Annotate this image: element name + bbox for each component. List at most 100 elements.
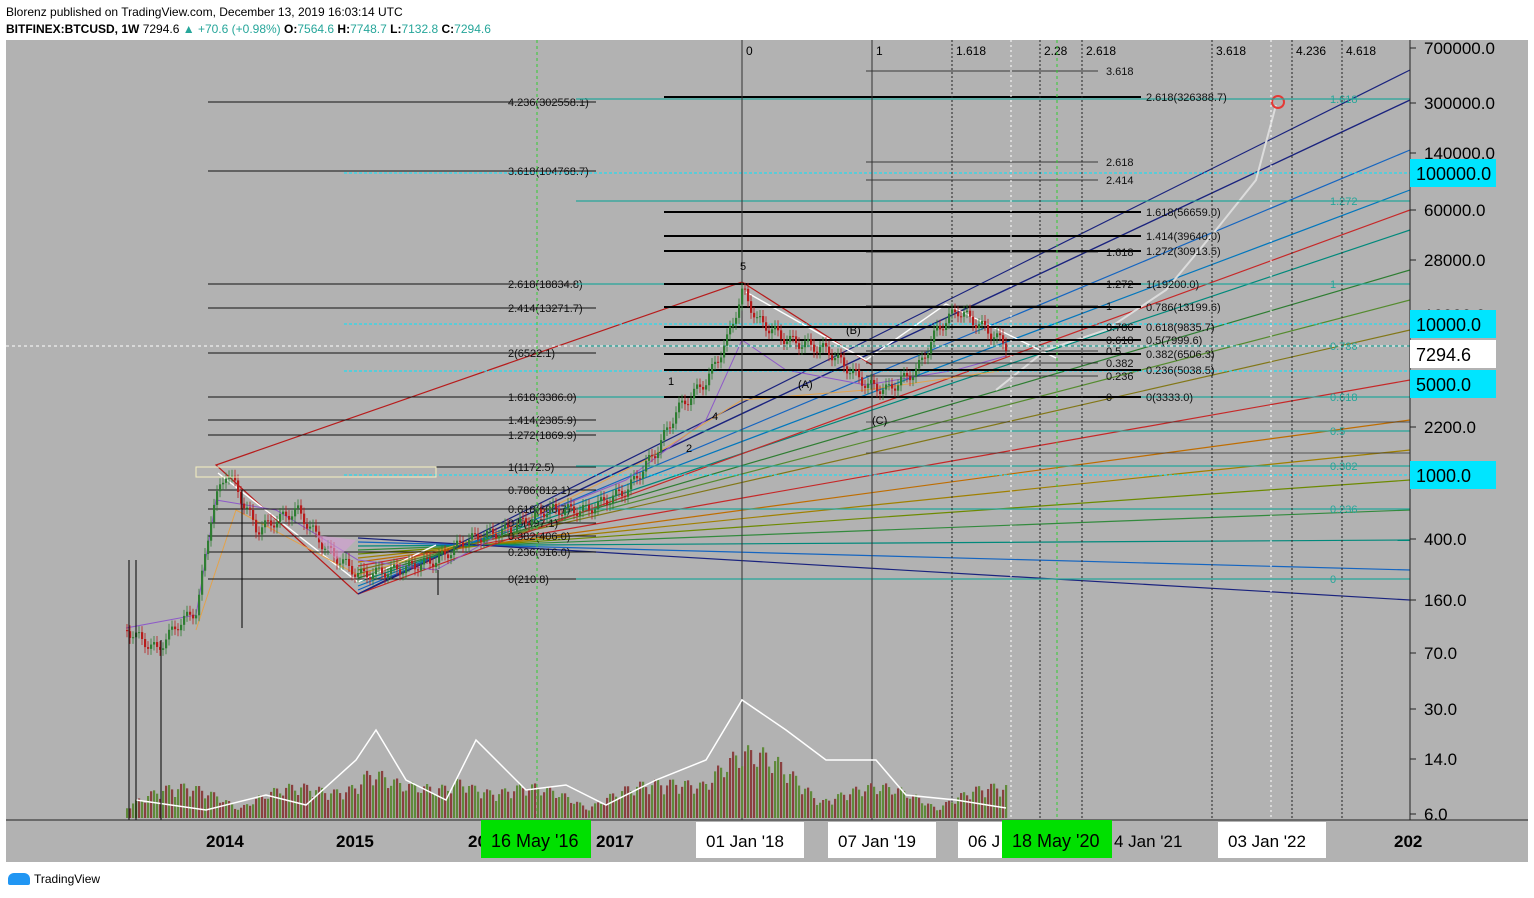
low-value: 7132.8: [401, 22, 439, 36]
candle-body: [255, 519, 258, 533]
volume-bar: [249, 805, 252, 818]
projection-path: [995, 104, 1277, 391]
volume-bar: [723, 777, 726, 818]
x-tick-label: 4 Jan '21: [1114, 832, 1182, 851]
volume-bar: [717, 765, 720, 818]
candle-body: [468, 539, 471, 547]
volume-bar: [936, 810, 939, 818]
y-tick-label: 30.0: [1424, 700, 1457, 719]
volume-bar: [639, 781, 642, 818]
volume-bar: [537, 787, 540, 818]
candle-body: [738, 304, 741, 318]
candle-body: [582, 505, 585, 512]
candle-body: [762, 316, 765, 323]
volume-bar: [678, 793, 681, 818]
fib-level-label: 2.618(18834.8): [508, 279, 583, 291]
volume-bar: [408, 783, 411, 818]
volume-bar: [948, 800, 951, 818]
volume-bar: [234, 808, 237, 818]
candle-body: [927, 353, 930, 359]
candle-body: [513, 531, 516, 533]
volume-bar: [849, 794, 852, 818]
fib-teal-label: 0.786: [1330, 341, 1358, 353]
volume-bar: [570, 802, 573, 818]
candle-body: [678, 402, 681, 413]
candle-body: [429, 557, 432, 564]
channel-fan-line: [357, 189, 1411, 587]
volume-bar: [462, 786, 465, 818]
volume-bar: [177, 789, 180, 818]
candle-body: [657, 452, 660, 459]
candle-body: [453, 546, 456, 556]
fib-small-label: 1: [1106, 301, 1112, 313]
volume-bar: [867, 785, 870, 818]
candle-body: [720, 357, 723, 363]
volume-bar: [660, 785, 663, 818]
fib-ext-label: 1.414(39640.0): [1146, 231, 1221, 243]
price-chart[interactable]: 4.236(302558.1) 3.618(104768.7) 2.618(1883…: [6, 39, 1528, 862]
candle-body: [186, 611, 189, 616]
candle-body: [459, 540, 462, 543]
candle-body: [759, 316, 762, 318]
chart-area[interactable]: 4.236(302558.1) 3.618(104768.7) 2.618(1883…: [6, 39, 1528, 862]
fib-teal-label: 0.618: [1330, 392, 1358, 404]
candle-body: [258, 532, 261, 535]
volume-bar: [654, 779, 657, 818]
symbol-line: BITFINEX:BTCUSD, 1W 7294.6 ▲ +70.6 (+0.9…: [6, 21, 491, 38]
volume-bar: [984, 797, 987, 818]
current-price-box: [1410, 340, 1496, 368]
candle-body: [183, 615, 186, 625]
volume-bar: [975, 786, 978, 818]
candle-body: [450, 555, 453, 559]
candle-body: [777, 326, 780, 331]
candle-body: [210, 522, 213, 541]
fib-small-label: 0.618: [1106, 335, 1134, 347]
chart-header: Blorenz published on TradingView.com, De…: [6, 4, 491, 38]
candle-body: [684, 400, 687, 405]
candle-body: [867, 383, 870, 388]
wave-label: (A): [798, 379, 813, 391]
candle-body: [570, 504, 573, 507]
moving-average-line: [125, 339, 1007, 629]
volume-bar: [708, 789, 711, 818]
candle-body: [855, 369, 858, 371]
candle-body: [732, 323, 735, 327]
volume-bar: [720, 767, 723, 818]
volume-bar: [831, 804, 834, 818]
candle-body: [681, 400, 684, 403]
channel-fan-line: [357, 269, 1411, 579]
candle-body: [177, 629, 180, 631]
candle-body: [705, 385, 708, 390]
volume-bar: [612, 793, 615, 818]
volume-bar: [624, 786, 627, 818]
candle-body: [861, 377, 864, 386]
volume-bar: [309, 790, 312, 818]
volume-bar: [576, 801, 579, 818]
volume-bar: [795, 775, 798, 818]
candle-body: [1002, 335, 1005, 344]
candle-body: [366, 571, 369, 578]
volume-bar: [933, 806, 936, 818]
volume-bar: [528, 790, 531, 818]
candle-body: [309, 526, 312, 529]
candle-body: [198, 594, 201, 616]
volume-bar: [996, 788, 999, 818]
candle-body: [966, 310, 969, 313]
volume-bar: [405, 790, 408, 818]
symbol-name[interactable]: BITFINEX:BTCUSD, 1W: [6, 22, 140, 36]
candle-body: [864, 385, 867, 388]
volume-bar: [870, 783, 873, 818]
candle-body: [414, 563, 417, 570]
candle-body: [339, 563, 342, 565]
volume-bar: [540, 795, 543, 818]
candle-body: [144, 639, 147, 648]
volume-bar: [669, 779, 672, 818]
candle-body: [138, 632, 141, 634]
volume-bar: [294, 790, 297, 818]
volume-bar: [549, 786, 552, 818]
candle-body: [168, 629, 171, 640]
fib-level-label: 2.414(13271.7): [508, 303, 583, 315]
candle-body: [630, 479, 633, 490]
footer-brand[interactable]: TradingView: [34, 872, 101, 886]
volume-bar: [771, 773, 774, 818]
